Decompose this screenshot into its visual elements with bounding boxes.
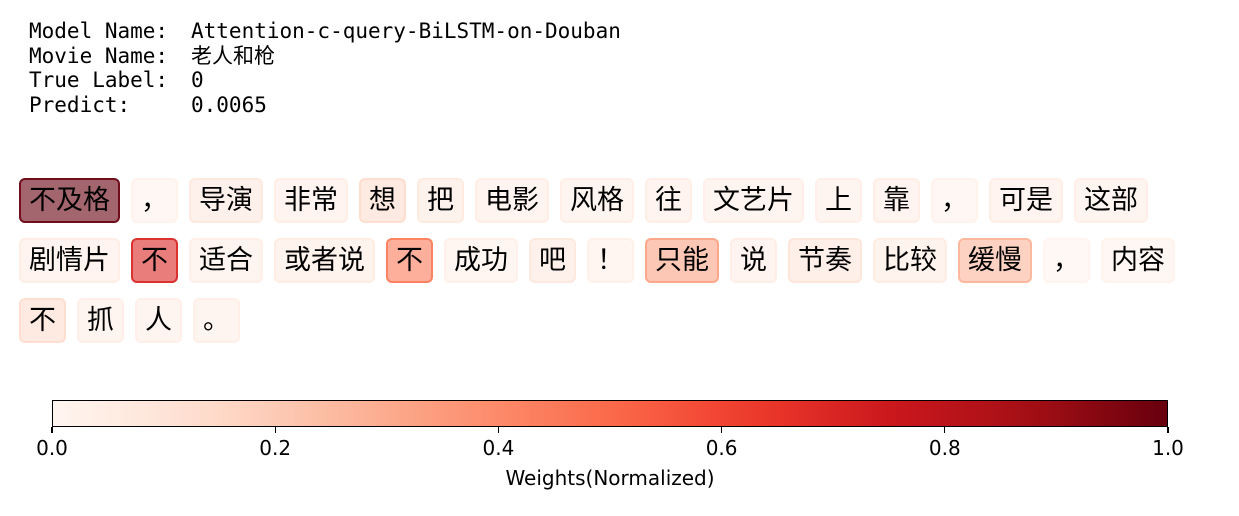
token: 吧 xyxy=(529,238,576,283)
token: 这部 xyxy=(1074,178,1148,223)
token: 不 xyxy=(386,238,433,283)
token: ， xyxy=(1043,238,1090,283)
token: 非常 xyxy=(274,178,348,223)
token: 风格 xyxy=(560,178,634,223)
token: 人 xyxy=(135,298,182,343)
colorbar-label: Weights(Normalized) xyxy=(52,466,1168,490)
token: 。 xyxy=(193,298,240,343)
tick-label: 0.2 xyxy=(235,436,315,460)
token: 节奏 xyxy=(788,238,862,283)
token: 文艺片 xyxy=(703,178,804,223)
token: ！ xyxy=(587,238,634,283)
token: 或者说 xyxy=(274,238,375,283)
token: 内容 xyxy=(1101,238,1175,283)
tick-mark xyxy=(498,427,499,433)
tick-label: 1.0 xyxy=(1128,436,1208,460)
token: 把 xyxy=(417,178,464,223)
colorbar: 0.0 0.2 0.4 0.6 0.8 1.0 Weights(Normalized) xyxy=(0,380,1239,510)
token: 缓慢 xyxy=(958,238,1032,283)
token: 成功 xyxy=(444,238,518,283)
token: 往 xyxy=(645,178,692,223)
tick-mark xyxy=(721,427,722,433)
token: 只能 xyxy=(645,238,719,283)
tick-mark xyxy=(1167,427,1168,433)
token: 上 xyxy=(815,178,862,223)
token: 不及格 xyxy=(19,178,120,223)
attention-tokens: 不及格，导演 非常想把电影 风格往文艺片上靠，可是 这部 剧情片不适合 或者说不成功吧！只… xyxy=(0,0,1239,360)
token: 可是 xyxy=(989,178,1063,223)
token: ， xyxy=(931,178,978,223)
token: 导演 xyxy=(189,178,263,223)
colorbar-gradient xyxy=(52,400,1168,427)
token: 说 xyxy=(730,238,777,283)
token: 电影 xyxy=(475,178,549,223)
tick-mark xyxy=(51,427,52,433)
token: 比较 xyxy=(873,238,947,283)
token: 想 xyxy=(359,178,406,223)
token: 抓 xyxy=(77,298,124,343)
token: 不 xyxy=(131,238,178,283)
tick-label: 0.4 xyxy=(458,436,538,460)
token: 适合 xyxy=(189,238,263,283)
token: ， xyxy=(131,178,178,223)
tick-mark xyxy=(944,427,945,433)
token: 剧情片 xyxy=(19,238,120,283)
token: 靠 xyxy=(873,178,920,223)
tick-label: 0.8 xyxy=(905,436,985,460)
tick-mark xyxy=(275,427,276,433)
tick-label: 0.0 xyxy=(12,436,92,460)
tick-label: 0.6 xyxy=(682,436,762,460)
token: 不 xyxy=(19,298,66,343)
